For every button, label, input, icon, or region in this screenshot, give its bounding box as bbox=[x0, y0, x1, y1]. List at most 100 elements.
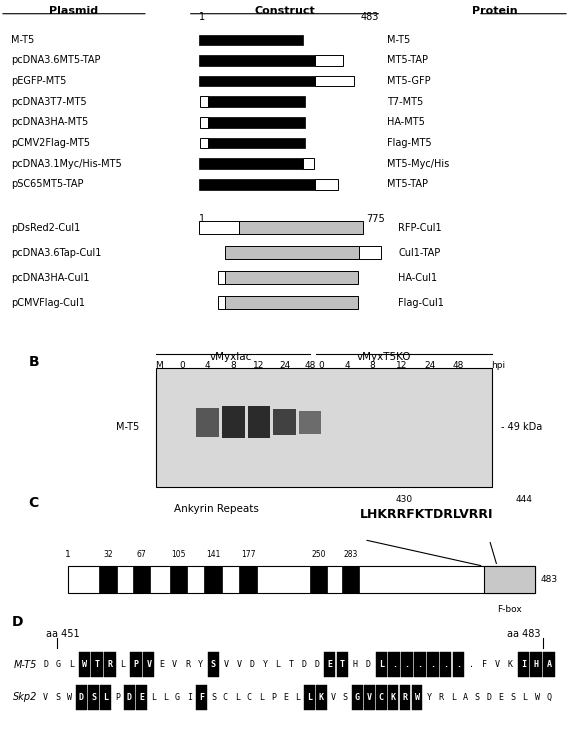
Bar bbox=[315, 75, 353, 87]
Text: pEGFP-MT5: pEGFP-MT5 bbox=[11, 76, 67, 86]
Text: E: E bbox=[283, 693, 288, 702]
Text: S: S bbox=[91, 693, 96, 702]
Text: S: S bbox=[475, 693, 480, 702]
Text: P: P bbox=[115, 693, 120, 702]
Text: pcDNA3.6MT5-TAP: pcDNA3.6MT5-TAP bbox=[11, 56, 101, 66]
Bar bbox=[200, 137, 208, 149]
Text: R: R bbox=[439, 693, 444, 702]
Bar bbox=[337, 652, 348, 677]
Bar bbox=[199, 75, 315, 87]
Text: 483: 483 bbox=[361, 12, 379, 22]
Text: vMyxlac: vMyxlac bbox=[209, 352, 251, 362]
Bar bbox=[170, 566, 187, 593]
Bar bbox=[388, 685, 398, 710]
Text: D: D bbox=[43, 661, 48, 670]
Text: 0: 0 bbox=[319, 361, 324, 370]
Bar bbox=[143, 652, 155, 677]
Text: M-T5: M-T5 bbox=[116, 422, 139, 432]
Bar bbox=[199, 222, 239, 234]
Bar bbox=[104, 652, 116, 677]
Text: 105: 105 bbox=[171, 550, 185, 559]
Bar bbox=[484, 566, 535, 593]
Text: I: I bbox=[187, 693, 192, 702]
Text: M-T5: M-T5 bbox=[387, 35, 410, 45]
Text: 483: 483 bbox=[541, 575, 558, 584]
Text: pSC65MT5-TAP: pSC65MT5-TAP bbox=[11, 179, 84, 189]
Text: - 49 kDa: - 49 kDa bbox=[501, 422, 542, 432]
Text: V: V bbox=[172, 661, 177, 670]
Text: D: D bbox=[301, 661, 306, 670]
Bar bbox=[303, 158, 314, 169]
Text: E: E bbox=[139, 693, 144, 702]
Text: 1: 1 bbox=[199, 214, 205, 224]
Text: L: L bbox=[163, 693, 168, 702]
Text: C: C bbox=[247, 693, 252, 702]
Text: Plasmid: Plasmid bbox=[50, 6, 98, 17]
Text: HA-Cul1: HA-Cul1 bbox=[398, 273, 438, 283]
Text: D: D bbox=[314, 661, 319, 670]
Bar bbox=[389, 652, 400, 677]
Bar bbox=[427, 652, 439, 677]
Text: Flag-Cul1: Flag-Cul1 bbox=[398, 298, 444, 308]
Text: R: R bbox=[403, 693, 408, 702]
Text: T: T bbox=[94, 661, 100, 670]
Text: 1: 1 bbox=[65, 550, 71, 559]
Text: 250: 250 bbox=[311, 550, 325, 559]
Text: R: R bbox=[108, 661, 113, 670]
Text: .: . bbox=[418, 661, 422, 670]
Bar bbox=[376, 652, 387, 677]
Text: L: L bbox=[103, 693, 108, 702]
Text: D: D bbox=[11, 615, 23, 629]
Text: RFP-Cul1: RFP-Cul1 bbox=[398, 223, 442, 233]
Text: K: K bbox=[508, 661, 513, 670]
Bar bbox=[208, 117, 305, 127]
Text: hpi: hpi bbox=[491, 361, 505, 370]
Text: MT5-TAP: MT5-TAP bbox=[387, 56, 428, 66]
Bar bbox=[518, 652, 529, 677]
Text: Flag-MT5: Flag-MT5 bbox=[387, 138, 431, 148]
Text: L: L bbox=[275, 661, 281, 670]
Text: L: L bbox=[522, 693, 527, 702]
Text: L: L bbox=[235, 693, 240, 702]
Text: V: V bbox=[495, 661, 500, 670]
Text: T: T bbox=[340, 661, 345, 670]
Bar bbox=[199, 35, 303, 45]
Bar bbox=[453, 652, 464, 677]
Bar bbox=[304, 685, 315, 710]
Text: G: G bbox=[56, 661, 61, 670]
Bar bbox=[100, 685, 111, 710]
Text: Q: Q bbox=[547, 693, 551, 702]
Text: Ankyrin Repeats: Ankyrin Repeats bbox=[174, 504, 259, 513]
Text: .: . bbox=[405, 661, 410, 670]
Text: T7-MT5: T7-MT5 bbox=[387, 97, 423, 107]
Text: E: E bbox=[327, 661, 332, 670]
Text: L: L bbox=[307, 693, 312, 702]
Bar bbox=[360, 247, 381, 259]
Text: 12: 12 bbox=[253, 361, 265, 370]
Text: E: E bbox=[159, 661, 164, 670]
Bar bbox=[208, 652, 219, 677]
Bar bbox=[200, 117, 208, 127]
Text: S: S bbox=[510, 693, 516, 702]
Text: 12: 12 bbox=[395, 361, 407, 370]
Text: L: L bbox=[121, 661, 126, 670]
Text: V: V bbox=[331, 693, 336, 702]
Text: G: G bbox=[175, 693, 180, 702]
Text: M-T5: M-T5 bbox=[11, 35, 35, 45]
Text: M-T5: M-T5 bbox=[14, 660, 37, 670]
Text: Construct: Construct bbox=[254, 6, 315, 17]
Bar bbox=[133, 566, 150, 593]
Bar bbox=[341, 566, 359, 593]
Text: G: G bbox=[354, 693, 360, 702]
Text: Y: Y bbox=[198, 661, 203, 670]
Text: W: W bbox=[415, 693, 420, 702]
Bar bbox=[208, 137, 305, 149]
Bar bbox=[376, 685, 386, 710]
Text: V: V bbox=[367, 693, 372, 702]
Bar bbox=[218, 296, 225, 309]
Text: .: . bbox=[391, 661, 397, 670]
Text: L: L bbox=[451, 693, 456, 702]
Text: 775: 775 bbox=[366, 214, 385, 224]
Bar bbox=[273, 409, 296, 435]
Text: 48: 48 bbox=[304, 361, 316, 370]
